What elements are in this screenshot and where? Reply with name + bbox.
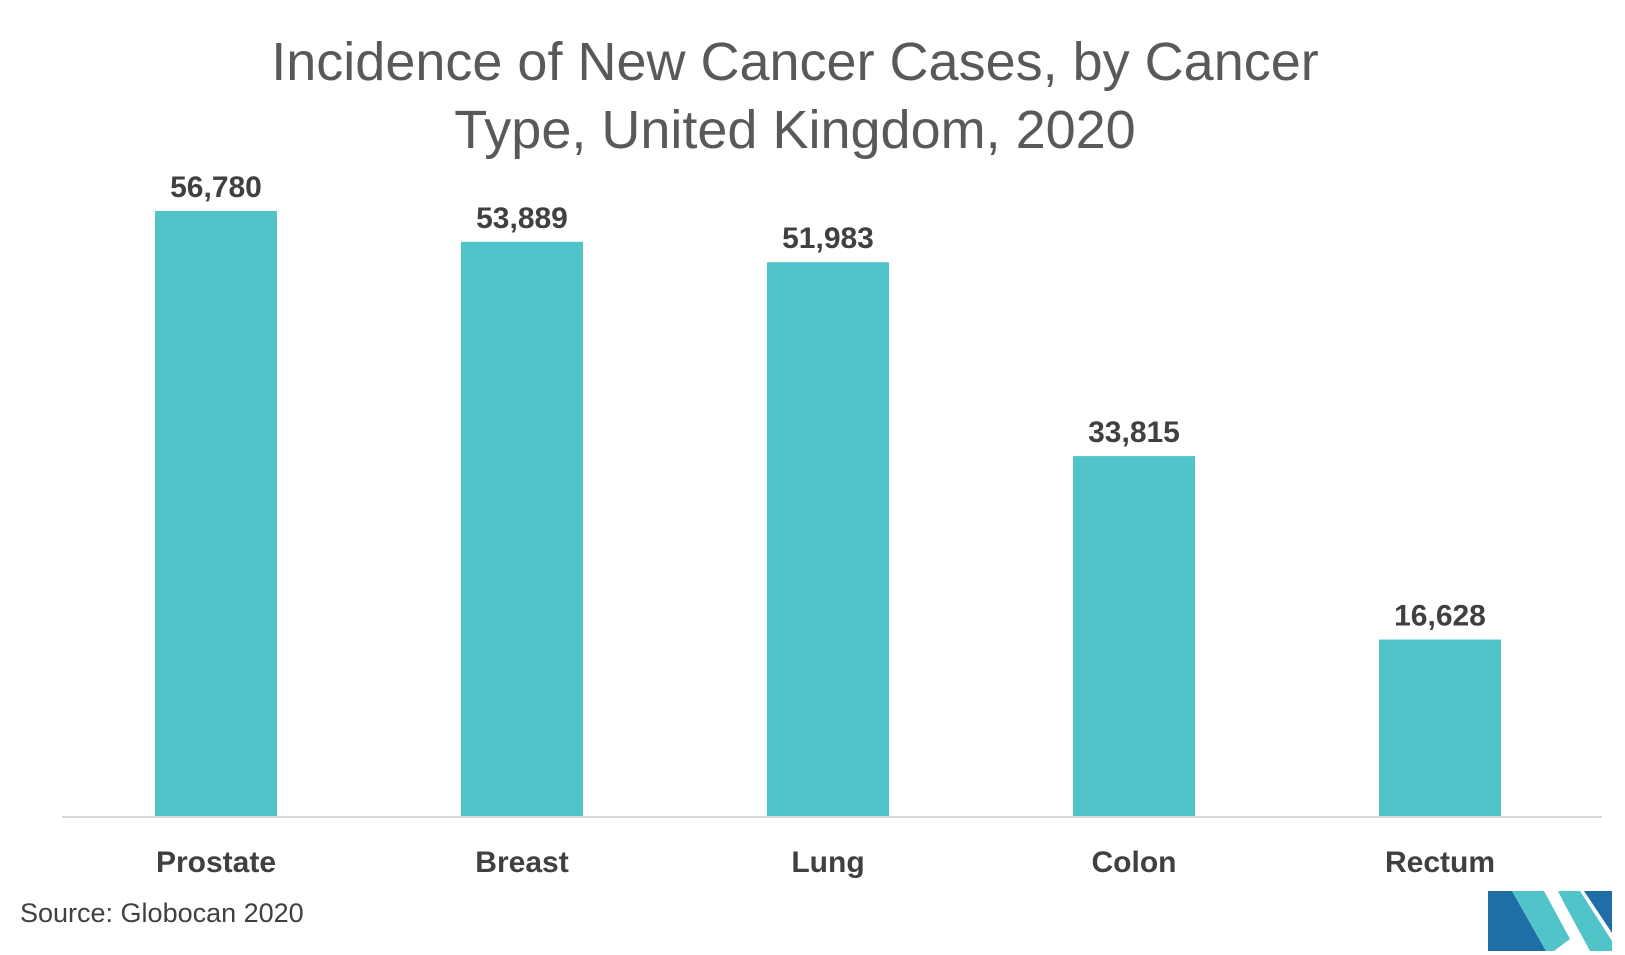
source-note: Source: Globocan 2020	[20, 898, 304, 928]
bar-lung	[767, 262, 889, 818]
bar-colon	[1073, 456, 1195, 817]
category-label-breast: Breast	[475, 846, 568, 879]
logo-right-dark-shape	[1584, 891, 1612, 933]
bar-breast	[461, 241, 583, 817]
data-label-prostate: 56,780	[170, 171, 262, 204]
chart-title-line-1: Incidence of New Cancer Cases, by Cancer	[271, 32, 1319, 92]
category-label-prostate: Prostate	[156, 846, 276, 879]
brand-logo-icon	[1488, 891, 1612, 951]
labels-layer: 56,780 Prostate 53,889 Breast 51,983 Lung 33,8…	[156, 171, 1495, 879]
bars-layer	[155, 211, 1501, 818]
data-label-colon: 33,815	[1088, 416, 1180, 449]
logo-middle-shape	[1512, 891, 1570, 951]
category-label-colon: Colon	[1092, 846, 1177, 879]
data-label-lung: 51,983	[782, 222, 874, 255]
category-label-rectum: Rectum	[1385, 846, 1495, 879]
logo-left-shape	[1488, 891, 1546, 951]
bar-rectum	[1379, 639, 1501, 817]
chart-title-line-2: Type, United Kingdom, 2020	[454, 100, 1136, 160]
data-label-rectum: 16,628	[1394, 600, 1486, 633]
logo-right-shape	[1558, 891, 1612, 951]
data-label-breast: 53,889	[476, 202, 568, 235]
chart-title: Incidence of New Cancer Cases, by Cancer…	[200, 28, 1390, 164]
bar-prostate	[155, 211, 277, 817]
category-label-lung: Lung	[791, 846, 864, 879]
